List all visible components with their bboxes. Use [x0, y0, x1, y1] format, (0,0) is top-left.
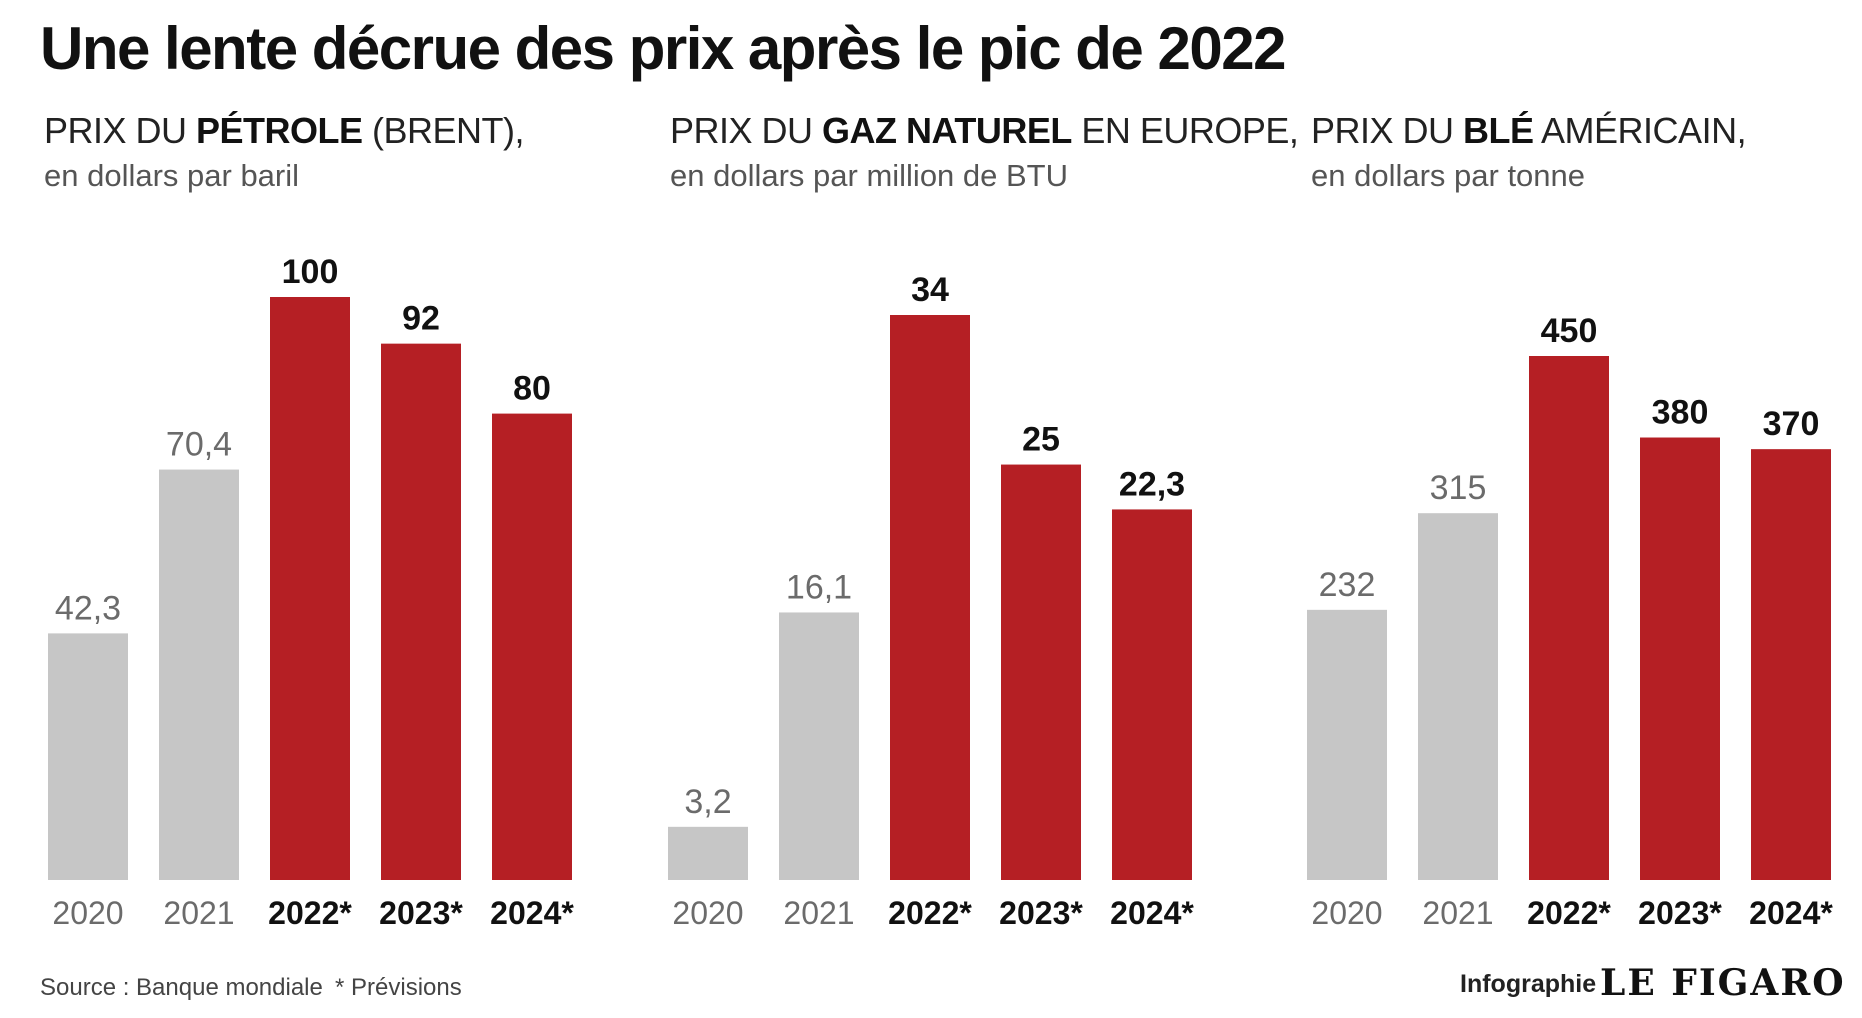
category-label-gaz: 2022*: [888, 895, 972, 931]
value-label-gaz: 25: [1022, 421, 1060, 459]
panel-title-petrole: PRIX DU PÉTROLE (BRENT),: [44, 110, 664, 152]
panel-title-prefix: PRIX DU: [1311, 110, 1464, 151]
value-label-gaz: 3,2: [684, 783, 731, 821]
value-label-ble: 315: [1430, 469, 1487, 507]
category-label-gaz: 2024*: [1110, 895, 1194, 931]
panel-title-gaz: PRIX DU GAZ NATUREL EN EUROPE,: [670, 110, 1299, 152]
category-label-ble: 2024*: [1749, 895, 1833, 931]
bar-ble-2021: [1418, 513, 1498, 880]
category-label-gaz: 2023*: [999, 895, 1083, 931]
panel-title-suffix: EN EUROPE,: [1071, 110, 1299, 151]
panel-header-gaz: PRIX DU GAZ NATUREL EN EUROPE, en dollar…: [670, 110, 1299, 194]
category-label-petrole: 2022*: [268, 895, 352, 931]
brand-logo: LE FIGARO: [1600, 962, 1846, 1004]
category-label-petrole: 2024*: [490, 895, 574, 931]
value-label-petrole: 100: [282, 253, 339, 291]
footer-infographie: Infographie: [1460, 970, 1597, 998]
category-label-petrole: 2020: [52, 895, 123, 931]
bar-gaz-2023: [1001, 464, 1081, 880]
category-label-gaz: 2020: [672, 895, 743, 931]
bar-petrole-2024: [492, 413, 572, 880]
bar-ble-2020: [1307, 609, 1387, 880]
category-label-ble: 2021: [1422, 895, 1493, 931]
value-label-petrole: 80: [513, 370, 551, 408]
panel-title-suffix: (BRENT),: [362, 110, 525, 151]
panel-unit-petrole: en dollars par baril: [44, 158, 300, 193]
chart-title: Une lente décrue des prix après le pic d…: [40, 15, 1286, 82]
category-label-gaz: 2021: [783, 895, 854, 931]
value-label-ble: 380: [1652, 394, 1709, 432]
bar-gaz-2021: [779, 612, 859, 880]
bar-gaz-2024: [1112, 509, 1192, 880]
panel-title-prefix: PRIX DU: [670, 110, 823, 151]
panel-title-subject: GAZ NATUREL: [822, 110, 1072, 151]
bar-petrole-2022: [270, 297, 350, 880]
panel-title-subject: BLÉ: [1463, 110, 1534, 151]
value-label-gaz: 16,1: [786, 568, 852, 606]
bar-petrole-2020: [48, 633, 128, 880]
bar-petrole-2021: [159, 469, 239, 880]
panel-title-subject: PÉTROLE: [196, 110, 363, 151]
value-label-gaz: 22,3: [1119, 465, 1185, 503]
panel-title-ble: PRIX DU BLÉ AMÉRICAIN,: [1311, 110, 1862, 152]
category-label-petrole: 2023*: [379, 895, 463, 931]
footer-source: Source : Banque mondiale: [40, 974, 323, 1001]
footer-forecast-note: * Prévisions: [335, 974, 462, 1001]
bar-ble-2022: [1529, 356, 1609, 880]
panel-header-ble: PRIX DU BLÉ AMÉRICAIN, en dollars par to…: [1311, 110, 1862, 194]
bar-gaz-2022: [890, 315, 970, 880]
value-label-petrole: 42,3: [55, 589, 121, 627]
panel-title-prefix: PRIX DU: [44, 110, 197, 151]
value-label-petrole: 70,4: [166, 426, 232, 464]
value-label-gaz: 34: [911, 271, 949, 309]
panel-title-suffix: AMÉRICAIN,: [1533, 110, 1747, 151]
category-label-petrole: 2021: [163, 895, 234, 931]
bar-gaz-2020: [668, 826, 748, 880]
value-label-ble: 370: [1763, 405, 1820, 443]
value-label-petrole: 92: [402, 300, 440, 338]
category-label-ble: 2022*: [1527, 895, 1611, 931]
value-label-ble: 232: [1319, 566, 1376, 604]
panel-header-petrole: PRIX DU PÉTROLE (BRENT), en dollars par …: [44, 110, 664, 194]
category-label-ble: 2023*: [1638, 895, 1722, 931]
bar-ble-2024: [1751, 449, 1831, 880]
panel-unit-gaz: en dollars par million de BTU: [670, 158, 1069, 193]
bar-petrole-2023: [381, 343, 461, 880]
category-label-ble: 2020: [1311, 895, 1382, 931]
value-label-ble: 450: [1541, 312, 1598, 350]
bar-ble-2023: [1640, 437, 1720, 880]
panel-unit-ble: en dollars par tonne: [1311, 158, 1586, 193]
